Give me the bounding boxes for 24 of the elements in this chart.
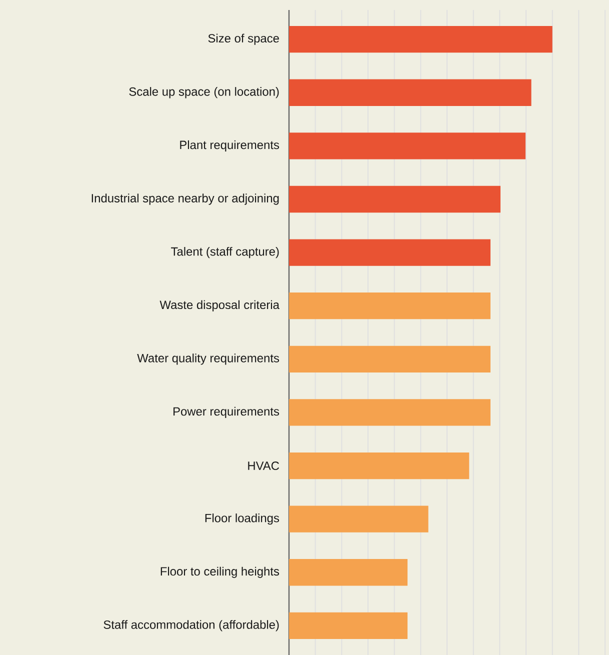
y-tick-label: Water quality requirements: [137, 354, 280, 365]
y-tick-label: Size of space: [208, 34, 279, 45]
bar: [289, 79, 532, 106]
bar: [289, 239, 490, 266]
bar: [289, 292, 490, 320]
bar: [289, 612, 408, 640]
y-tick-label: Floor to ceiling heights: [160, 566, 280, 578]
y-tick-label: HVAC: [248, 462, 280, 470]
y-tick-label: Power requirements: [174, 406, 280, 418]
bar: [289, 506, 428, 532]
bar: [289, 346, 490, 372]
bar: [289, 186, 500, 213]
y-tick-label: Staff accommodation (affordable): [104, 620, 279, 632]
y-tick-label: Talent (staff capture): [171, 246, 279, 258]
y-tick-label: Waste disposal criteria: [160, 300, 280, 312]
bar: [289, 132, 526, 160]
bar: [289, 399, 490, 426]
bar: [289, 452, 470, 480]
bar: [289, 26, 552, 53]
bar: [289, 559, 408, 586]
y-tick-label: Scale up space (on location): [129, 87, 279, 98]
y-tick-label: Plant requirements: [180, 140, 280, 152]
y-tick-label: Floor loadings: [205, 514, 280, 525]
y-tick-label: Industrial space nearby or adjoining: [92, 194, 279, 205]
